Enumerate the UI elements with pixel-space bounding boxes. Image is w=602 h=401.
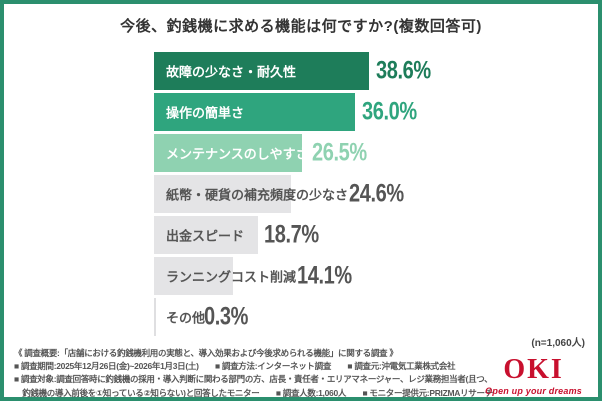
bar xyxy=(154,257,233,295)
bar-label: 操作の簡単さ xyxy=(166,105,245,121)
bar-value: 18.7% xyxy=(264,220,319,249)
bar-label: 故障の少なさ・耐久性 xyxy=(166,64,297,80)
bar-row: 紙幣・硬貨の補充頻度の少なさ 24.6% xyxy=(154,175,602,213)
bar xyxy=(154,93,355,131)
bar xyxy=(154,52,369,90)
bar-label: 出金スピード xyxy=(166,228,245,244)
survey-summary-line: 《 調査概要:「店舗における釣銭機利用の実態と、導入効果および今後求められる機能… xyxy=(14,348,398,358)
survey-target-line: ■ 調査対象:調査回答時に釣銭機の採用・導入判断に関わる部門の方、店長・責任者・… xyxy=(14,374,493,385)
survey-period-line: ■ 調査期間:2025年12月26日(金)~2026年1月3日(土) ■ 調査方… xyxy=(14,361,456,372)
oki-logo-tagline: Open up your dreams xyxy=(485,386,582,396)
oki-logo: OKI Open up your dreams xyxy=(485,354,582,397)
bar-value: 14.1% xyxy=(297,261,352,290)
bar-value: 38.6% xyxy=(376,56,431,85)
bar xyxy=(154,216,259,254)
bar xyxy=(154,298,156,336)
bar-label: 紙幣・硬貨の補充頻度の少なさ xyxy=(166,187,349,203)
bar-value: 26.5% xyxy=(312,138,367,167)
bar-value: 0.3% xyxy=(204,302,248,331)
sample-size-note: (n=1,060人) xyxy=(531,338,585,349)
bar-row: 故障の少なさ・耐久性 38.6% xyxy=(154,52,602,90)
bar-row: その他 0.3% xyxy=(154,298,602,336)
bar-label: その他 xyxy=(166,310,206,326)
bar-value: 24.6% xyxy=(349,179,404,208)
oki-logo-text: OKI xyxy=(503,354,564,385)
bar-row: ランニングコスト削減 14.1% xyxy=(154,257,602,295)
bar xyxy=(154,175,292,213)
bar-row: 操作の簡単さ 36.0% xyxy=(154,93,602,131)
bar-value: 36.0% xyxy=(362,97,417,126)
bar-label: ランニングコスト削減 xyxy=(166,269,297,285)
bar xyxy=(154,134,302,172)
survey-summary: 《 調査概要:「店舗における釣銭機利用の実態と、導入効果および今後求められる機能… xyxy=(14,347,506,400)
bar-row: メンテナンスのしやすさ 26.5% xyxy=(154,134,602,172)
page-title: 今後、釣銭機に求める機能は何ですか?(複数回答可) xyxy=(120,18,482,35)
bar-row: 出金スピード 18.7% xyxy=(154,216,602,254)
bar-chart: 故障の少なさ・耐久性 38.6% 操作の簡単さ 36.0% メンテナンスのしやすさ 26.… xyxy=(154,52,602,339)
bar-label: メンテナンスのしやすさ xyxy=(166,146,309,162)
survey-target-line-2: 釣銭機の導入前後を①知っている②知らない)と回答したモニター ■ 調査人数:1,… xyxy=(14,387,493,398)
